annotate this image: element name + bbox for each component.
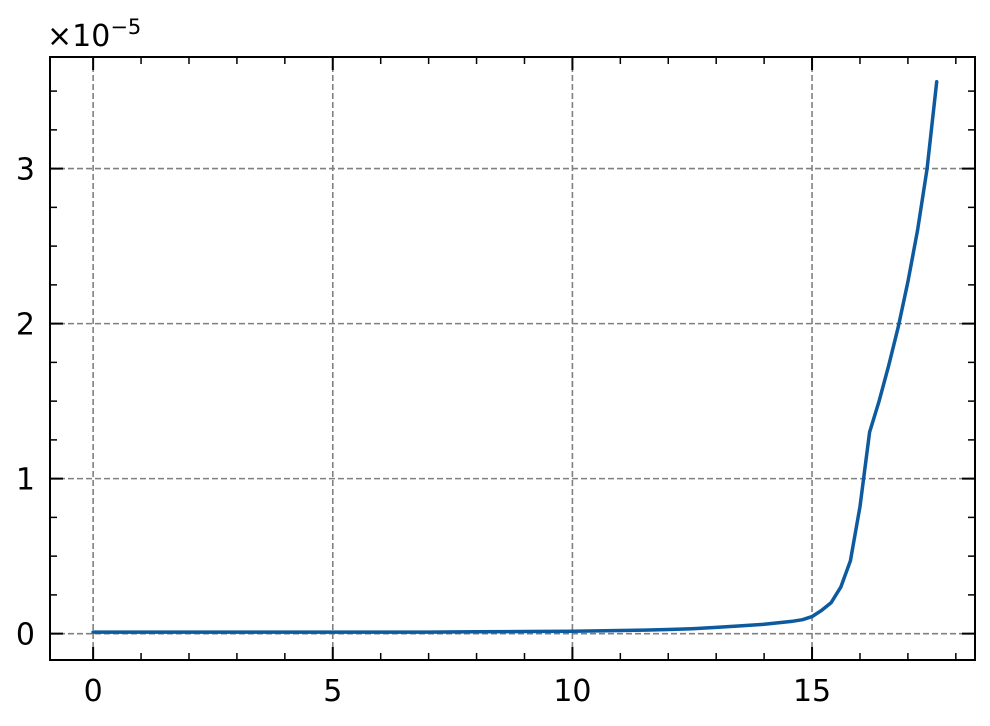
series-layer (91, 80, 939, 634)
y-tick-label: 1 (16, 463, 35, 498)
tick-labels: 0 5 10 15 0 1 2 3 (16, 153, 831, 709)
x-tick-label: 0 (84, 674, 103, 709)
offset-base: ×10 (47, 19, 110, 54)
y-tick-label: 3 (16, 153, 35, 188)
plot-frame (49, 56, 976, 661)
series-line (91, 80, 939, 634)
x-tick-label: 15 (793, 674, 831, 709)
grid-lines (50, 57, 975, 660)
x-tick-label: 5 (323, 674, 342, 709)
y-tick-label: 2 (16, 308, 35, 343)
y-tick-label: 0 (16, 618, 35, 653)
offset-exponent: −5 (110, 15, 141, 39)
axis-ticks (50, 57, 975, 660)
x-tick-label: 10 (553, 674, 591, 709)
y-axis-offset-label: ×10−5 (47, 15, 141, 54)
